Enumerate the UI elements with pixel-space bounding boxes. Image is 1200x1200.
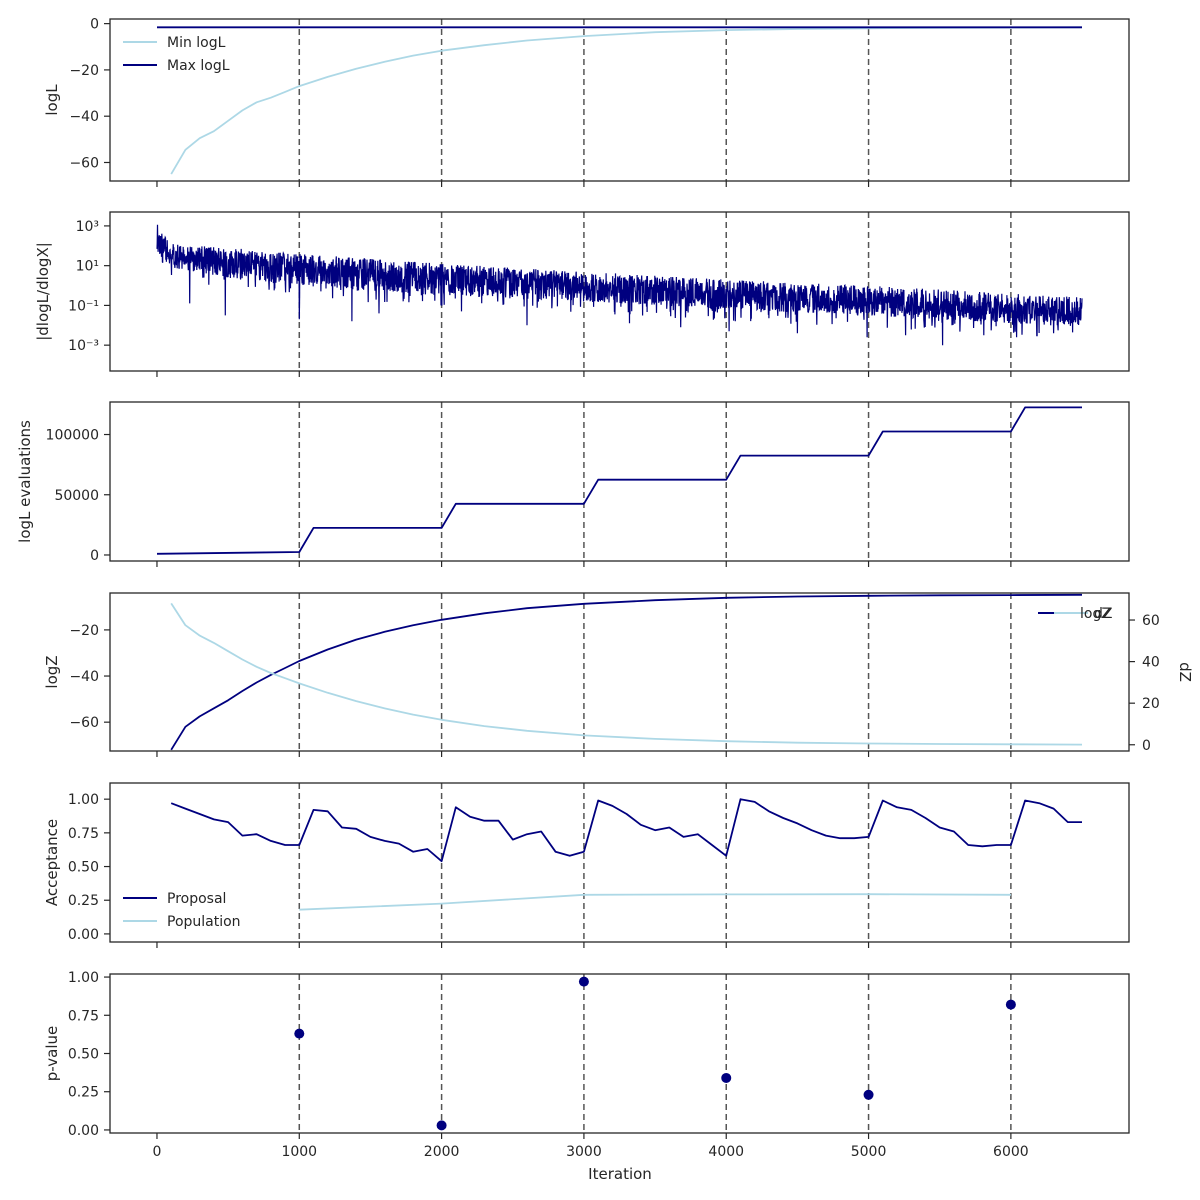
panel-frame	[109, 592, 1130, 752]
y-tick-label: 1.00	[68, 970, 99, 986]
panel-frame	[109, 18, 1130, 182]
min-logl-line	[170, 26, 1083, 175]
y2-tick-label: 0	[1142, 738, 1151, 754]
panel-frame	[109, 211, 1130, 372]
legend-label: Population	[167, 914, 241, 930]
panel-5: 0.00 0.25 0.50 0.75 1.00 Acceptance Proposal Po…	[43, 782, 1130, 948]
y-axis-title: logZ	[43, 655, 61, 688]
y-axis-title: p-value	[43, 1026, 61, 1082]
legend-label: logZ	[1080, 606, 1111, 622]
p-value-point	[1005, 999, 1016, 1010]
y-axis-title: |dlogL/dlogX|	[34, 242, 52, 341]
y-tick-label: 0	[90, 548, 99, 564]
x-tick-label: 0	[153, 1144, 162, 1160]
y-tick-label: 0.00	[68, 1123, 99, 1139]
series-group	[170, 593, 1083, 751]
y-tick-label: 0.75	[68, 826, 99, 842]
y2-tick-label: 60	[1142, 613, 1160, 629]
y2-axis-title: dZ	[1176, 662, 1194, 682]
p-value-point	[863, 1089, 874, 1100]
x-tick-label: 6000	[993, 1144, 1029, 1160]
panel-frame	[109, 401, 1130, 562]
y-axis-title: Acceptance	[43, 819, 61, 906]
chart-panels: 0 −20 −40 −60 logL Min logL Max logL 10³ 10¹ 10⁻¹…	[16, 17, 1194, 1160]
x-tick-label: 4000	[708, 1144, 744, 1160]
y-tick-label: 100000	[46, 428, 99, 444]
panel-2: 10³ 10¹ 10⁻¹ 10⁻³ |dlogL/dlogX|	[34, 211, 1130, 377]
x-axis-title: Iteration	[588, 1165, 652, 1183]
y-tick-label: −20	[69, 623, 99, 639]
y-tick-label: 0.25	[68, 1085, 99, 1101]
proposal-line	[170, 798, 1082, 863]
y-tick-label: −40	[69, 669, 99, 685]
y-tick-label: 0.75	[68, 1008, 99, 1024]
series-group	[157, 26, 1083, 175]
y-tick-label: 0.50	[68, 1047, 99, 1063]
x-tick-label: 5000	[851, 1144, 887, 1160]
y-tick-label: −40	[69, 109, 99, 125]
y-tick-label: 0.25	[68, 893, 99, 909]
y2-tick-label: 40	[1142, 655, 1160, 671]
p-value-point	[436, 1120, 447, 1131]
x-tick-label: 1000	[281, 1144, 317, 1160]
panel-6: 0 1000 2000 3000 4000 5000 6000 0.00 0.25 0.50 0.7…	[43, 970, 1130, 1160]
p-value-point	[578, 976, 589, 987]
y-axis-title: logL	[43, 84, 61, 116]
series-group	[294, 976, 1016, 1131]
y-tick-label: 10⁻¹	[68, 298, 99, 314]
legend-label: Proposal	[167, 891, 226, 907]
y2-tick-label: 20	[1142, 696, 1160, 712]
population-line	[299, 893, 1011, 911]
x-tick-label: 2000	[424, 1144, 460, 1160]
legend-label: Min logL	[167, 35, 226, 51]
series-group	[170, 798, 1082, 911]
legend-label: Max logL	[167, 58, 230, 74]
y-tick-label: 50000	[54, 488, 99, 504]
y-tick-label: −20	[69, 63, 99, 79]
y-tick-label: 0	[90, 17, 99, 33]
y-tick-label: 10³	[76, 219, 99, 235]
derivative-series-line	[156, 224, 1083, 346]
series-group	[156, 406, 1082, 555]
panel-3: 0 50000 100000 logL evaluations	[16, 401, 1130, 567]
legend-label: dZ	[1094, 606, 1112, 622]
p-value-point	[294, 1028, 305, 1039]
x-tick-label: 3000	[566, 1144, 602, 1160]
y-tick-label: 1.00	[68, 792, 99, 808]
dz-line	[170, 602, 1083, 746]
y-axis-title: logL evaluations	[16, 420, 34, 543]
y-tick-label: 10¹	[76, 259, 99, 275]
y-tick-label: −60	[69, 155, 99, 171]
y-tick-label: 0.50	[68, 860, 99, 876]
y-tick-label: −60	[69, 715, 99, 731]
y-tick-label: 0.00	[68, 927, 99, 943]
panel-1: 0 −20 −40 −60 logL Min logL Max logL	[43, 17, 1130, 187]
logz-line	[170, 593, 1083, 751]
p-value-point	[721, 1072, 732, 1083]
series-group	[156, 224, 1083, 346]
series-line	[156, 406, 1082, 555]
panel-frame	[109, 782, 1130, 943]
y-tick-label: 10⁻³	[68, 338, 99, 354]
